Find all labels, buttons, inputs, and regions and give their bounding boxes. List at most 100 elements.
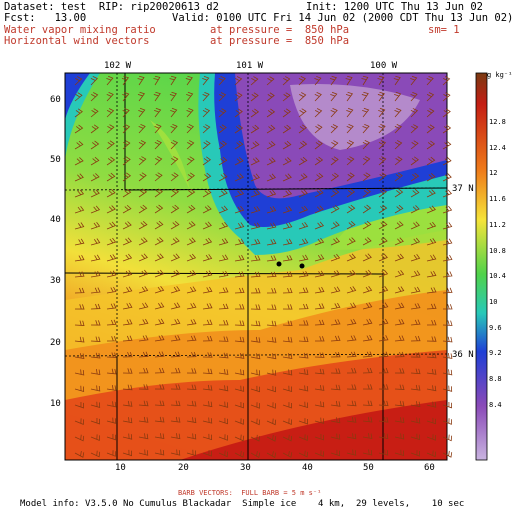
wind-barb bbox=[330, 140, 339, 150]
wind-barb bbox=[234, 140, 244, 150]
wind-barb bbox=[234, 450, 245, 458]
wind-barb bbox=[186, 286, 197, 294]
wind-barb bbox=[282, 451, 293, 458]
wind-barb bbox=[330, 172, 340, 182]
wind-barb bbox=[250, 320, 261, 327]
wind-barb bbox=[266, 222, 277, 230]
wind-barb bbox=[202, 75, 210, 86]
wind-barb bbox=[298, 303, 309, 310]
wind-barb bbox=[186, 124, 194, 134]
wind-barb bbox=[298, 401, 309, 409]
wind-barb bbox=[90, 385, 101, 392]
wind-barb bbox=[394, 107, 402, 118]
wind-barb bbox=[250, 206, 261, 214]
wind-barb bbox=[426, 108, 435, 118]
wind-barb bbox=[410, 401, 421, 408]
field2-level: at pressure = 850 hPa bbox=[210, 35, 350, 47]
wind-barb bbox=[346, 318, 357, 326]
wind-barb bbox=[426, 254, 437, 262]
wind-barb bbox=[346, 253, 356, 262]
wind-barb bbox=[346, 237, 356, 246]
wind-barb bbox=[378, 237, 388, 246]
station-marker bbox=[299, 263, 305, 269]
wind-barb bbox=[330, 433, 341, 440]
wind-barb bbox=[394, 286, 405, 294]
wind-barb bbox=[170, 335, 181, 342]
wind-barb bbox=[266, 369, 277, 376]
wind-barb bbox=[394, 204, 404, 214]
wind-barb bbox=[394, 433, 405, 440]
wind-barb bbox=[362, 351, 373, 358]
wind-barb bbox=[90, 287, 101, 294]
wind-barb bbox=[170, 172, 179, 182]
wind-barb bbox=[154, 237, 164, 246]
wind-barb bbox=[282, 157, 292, 166]
wind-barb bbox=[186, 302, 197, 310]
wind-barb bbox=[314, 108, 323, 118]
wind-barb bbox=[138, 302, 149, 310]
colorbar-tick-label: 12.4 bbox=[489, 143, 506, 152]
wind-barb bbox=[90, 336, 101, 342]
wind-barb bbox=[234, 124, 244, 134]
model-info: Model info: V3.5.0 No Cumulus Blackadar … bbox=[20, 499, 465, 509]
wind-barb bbox=[138, 237, 148, 246]
longitude-label: 100 W bbox=[370, 61, 398, 71]
wind-barb bbox=[122, 188, 132, 198]
wind-barb bbox=[154, 123, 162, 134]
wind-barb bbox=[186, 449, 197, 457]
wind-barb bbox=[90, 401, 101, 408]
wind-barb bbox=[170, 237, 180, 246]
wind-barb bbox=[202, 417, 213, 424]
wind-barb bbox=[362, 107, 370, 118]
moisture-field bbox=[65, 73, 447, 460]
wind-barb bbox=[234, 157, 244, 166]
colorbar bbox=[475, 72, 488, 461]
wind-barb bbox=[266, 108, 276, 118]
wind-barb bbox=[106, 368, 117, 375]
wind-barb bbox=[442, 238, 453, 246]
wind-barb bbox=[122, 335, 133, 342]
wind-barb bbox=[186, 319, 197, 326]
wind-barb bbox=[106, 450, 116, 457]
wind-barb bbox=[394, 319, 405, 326]
wind-barb bbox=[218, 417, 228, 425]
wind-barb bbox=[106, 401, 117, 408]
wind-barb bbox=[298, 320, 309, 326]
wind-barb bbox=[90, 108, 99, 118]
wind-barb bbox=[378, 449, 389, 456]
wind-barb bbox=[186, 221, 196, 230]
wind-barb bbox=[250, 418, 261, 426]
wind-barb bbox=[426, 205, 436, 214]
wind-barb bbox=[186, 140, 195, 150]
wind-barb bbox=[234, 108, 243, 118]
wind-barb bbox=[234, 238, 245, 246]
wind-barb bbox=[362, 335, 373, 342]
wind-barb bbox=[202, 368, 213, 375]
wind-barb bbox=[362, 237, 372, 246]
wind-barb bbox=[154, 188, 163, 198]
wind-barb bbox=[378, 140, 387, 150]
wind-barb bbox=[186, 368, 197, 374]
wind-barb bbox=[378, 253, 388, 262]
wind-barb bbox=[378, 107, 386, 118]
wind-barb bbox=[346, 384, 357, 390]
wind-barb bbox=[250, 141, 260, 150]
wind-barb bbox=[266, 206, 277, 214]
wind-barb bbox=[361, 91, 369, 102]
wind-barb bbox=[121, 75, 129, 86]
wind-barb bbox=[154, 367, 165, 374]
wind-barb bbox=[378, 269, 389, 278]
wind-barb bbox=[202, 91, 210, 102]
wind-barb bbox=[218, 124, 227, 134]
wind-barb bbox=[345, 75, 353, 86]
wind-barb bbox=[218, 450, 229, 458]
wind-barb bbox=[426, 76, 434, 86]
wind-barb bbox=[426, 92, 435, 102]
wind-barb bbox=[298, 108, 307, 118]
wind-barb bbox=[346, 172, 355, 182]
wind-barb bbox=[314, 319, 325, 326]
wind-barb bbox=[250, 271, 261, 278]
wind-barb bbox=[314, 124, 323, 134]
wind-barb bbox=[74, 157, 84, 166]
wind-barb bbox=[250, 385, 261, 393]
